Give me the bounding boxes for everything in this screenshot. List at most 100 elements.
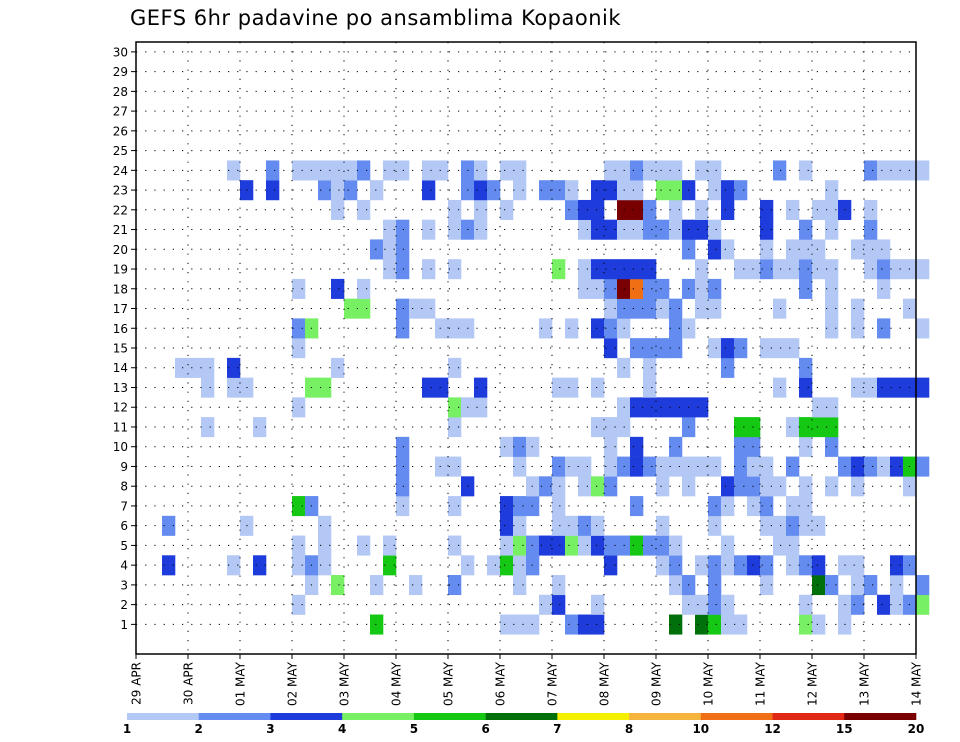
heatmap-cell <box>474 397 488 418</box>
heatmap-cell <box>734 180 748 201</box>
heatmap-cell <box>760 239 774 260</box>
heatmap-cell <box>825 575 839 596</box>
heatmap-cell <box>448 535 462 556</box>
heatmap-cell <box>552 476 566 497</box>
heatmap-cell <box>188 357 202 378</box>
heatmap-cell <box>448 357 462 378</box>
heatmap-cell <box>708 594 722 615</box>
heatmap-cell <box>604 338 618 359</box>
heatmap-cell <box>773 535 787 556</box>
heatmap-cell <box>591 199 605 220</box>
x-tick-label: 11 MAY <box>754 661 768 706</box>
heatmap-cell <box>656 278 670 299</box>
heatmap-cell <box>799 515 813 536</box>
heatmap-cell <box>292 160 306 181</box>
y-tick-label: 18 <box>113 282 128 296</box>
heatmap-cell <box>851 476 865 497</box>
heatmap-cell <box>656 180 670 201</box>
heatmap-cell <box>591 417 605 438</box>
heatmap-cell <box>448 575 462 596</box>
heatmap-cell <box>591 515 605 536</box>
heatmap-cell <box>474 160 488 181</box>
heatmap-cell <box>513 575 527 596</box>
heatmap-cell <box>799 219 813 240</box>
heatmap-cell <box>916 259 930 280</box>
heatmap-cell <box>578 278 592 299</box>
heatmap-cell <box>916 575 930 596</box>
heatmap-cell <box>669 298 683 319</box>
y-tick-label: 15 <box>113 342 128 356</box>
heatmap-cell <box>292 318 306 339</box>
heatmap-cell <box>656 476 670 497</box>
heatmap-cell <box>890 456 904 477</box>
heatmap-cell <box>266 160 280 181</box>
y-tick-label: 24 <box>113 164 128 178</box>
heatmap-cell <box>786 239 800 260</box>
heatmap-cell <box>435 377 449 398</box>
y-tick-label: 25 <box>113 144 128 158</box>
heatmap-cell <box>565 614 579 635</box>
heatmap-cell <box>825 219 839 240</box>
heatmap-cell <box>877 456 891 477</box>
x-tick-label: 02 MAY <box>286 661 300 706</box>
heatmap-cell <box>851 575 865 596</box>
heatmap-cell <box>318 555 332 576</box>
heatmap-cell <box>344 298 358 319</box>
heatmap-cell <box>175 357 189 378</box>
x-tick-label: 14 MAY <box>910 661 924 706</box>
heatmap-cell <box>162 555 176 576</box>
heatmap-cell <box>578 199 592 220</box>
heatmap-cell <box>812 397 826 418</box>
heatmap-cell <box>253 417 267 438</box>
heatmap-cell <box>370 180 384 201</box>
heatmap-cell <box>708 338 722 359</box>
heatmap-cell <box>851 555 865 576</box>
heatmap-cell <box>864 259 878 280</box>
y-tick-label: 22 <box>113 203 128 217</box>
y-tick-label: 1 <box>120 618 128 632</box>
legend-label: 8 <box>625 722 633 736</box>
heatmap-cell <box>773 476 787 497</box>
heatmap-cell <box>799 476 813 497</box>
heatmap-cell <box>565 318 579 339</box>
heatmap-cell <box>656 219 670 240</box>
y-tick-label: 27 <box>113 105 128 119</box>
heatmap-cell <box>864 377 878 398</box>
heatmap-cell <box>500 160 514 181</box>
heatmap-cell <box>760 575 774 596</box>
heatmap-cell <box>630 219 644 240</box>
heatmap-cell <box>422 298 436 319</box>
heatmap-cell <box>643 278 657 299</box>
heatmap-cell <box>708 180 722 201</box>
heatmap-cell <box>630 298 644 319</box>
heatmap-cell <box>799 594 813 615</box>
heatmap-cell <box>630 338 644 359</box>
heatmap-cell <box>227 357 241 378</box>
heatmap-cell <box>825 298 839 319</box>
heatmap-cell <box>539 535 553 556</box>
heatmap-cell <box>786 535 800 556</box>
heatmap-cell <box>448 219 462 240</box>
heatmap-cell <box>890 594 904 615</box>
heatmap-cell <box>500 614 514 635</box>
heatmap-cell <box>292 397 306 418</box>
legend-label: 6 <box>481 722 489 736</box>
heatmap-cell <box>786 259 800 280</box>
heatmap-cell <box>734 555 748 576</box>
heatmap-cell <box>747 496 761 517</box>
heatmap-cell <box>448 456 462 477</box>
heatmap-cell <box>318 515 332 536</box>
heatmap-cell <box>799 496 813 517</box>
heatmap-cell <box>825 199 839 220</box>
x-tick-label: 29 APR <box>130 662 144 705</box>
heatmap-cell <box>474 180 488 201</box>
heatmap-cell <box>890 377 904 398</box>
heatmap-cell <box>643 456 657 477</box>
heatmap-cell <box>669 397 683 418</box>
heatmap-cell <box>864 575 878 596</box>
heatmap-cell <box>877 160 891 181</box>
heatmap-cell <box>747 555 761 576</box>
heatmap-cell <box>825 476 839 497</box>
y-tick-label: 23 <box>113 184 128 198</box>
heatmap-cell <box>227 377 241 398</box>
